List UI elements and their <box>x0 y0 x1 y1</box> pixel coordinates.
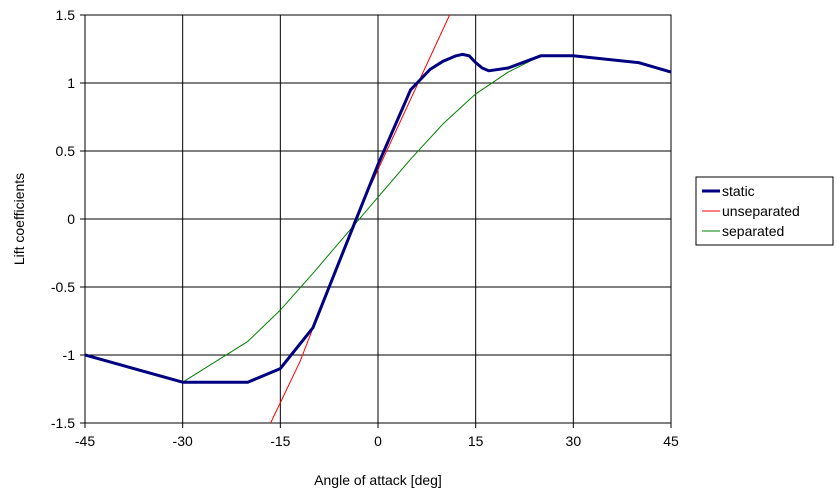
x-tick-labels: -45 -30 -15 0 15 30 45 <box>75 433 679 449</box>
x-tick-label: 0 <box>374 433 382 449</box>
legend: static unseparated separated <box>695 176 834 246</box>
y-tick-label: -1.5 <box>51 415 75 431</box>
y-tick-label: -0.5 <box>51 279 75 295</box>
series-line-static <box>85 52 671 384</box>
y-tick-label: 0.5 <box>56 143 76 159</box>
grid <box>80 14 672 428</box>
legend-label-unseparated: unseparated <box>722 203 800 219</box>
x-tick-label: -45 <box>75 433 95 449</box>
series-lines <box>85 15 671 423</box>
x-axis-title: Angle of attack [deg] <box>314 472 442 488</box>
y-tick-label: 1.5 <box>56 7 76 23</box>
y-tick-label: 0 <box>67 211 75 227</box>
x-tick-label: 30 <box>566 433 582 449</box>
x-tick-label: -30 <box>173 433 193 449</box>
y-tick-label: -1 <box>63 347 76 363</box>
x-tick-label: 45 <box>663 433 679 449</box>
legend-label-separated: separated <box>722 223 784 239</box>
y-axis-title: Lift coefficients <box>11 173 27 265</box>
plot-area-frame <box>84 14 672 424</box>
x-tick-label: 15 <box>468 433 484 449</box>
y-tick-label: 1 <box>67 75 75 91</box>
legend-label-static: static <box>722 183 755 199</box>
y-tick-labels: 1.5 1 0.5 0 -0.5 -1 -1.5 <box>51 7 75 431</box>
x-tick-label: -15 <box>270 433 290 449</box>
